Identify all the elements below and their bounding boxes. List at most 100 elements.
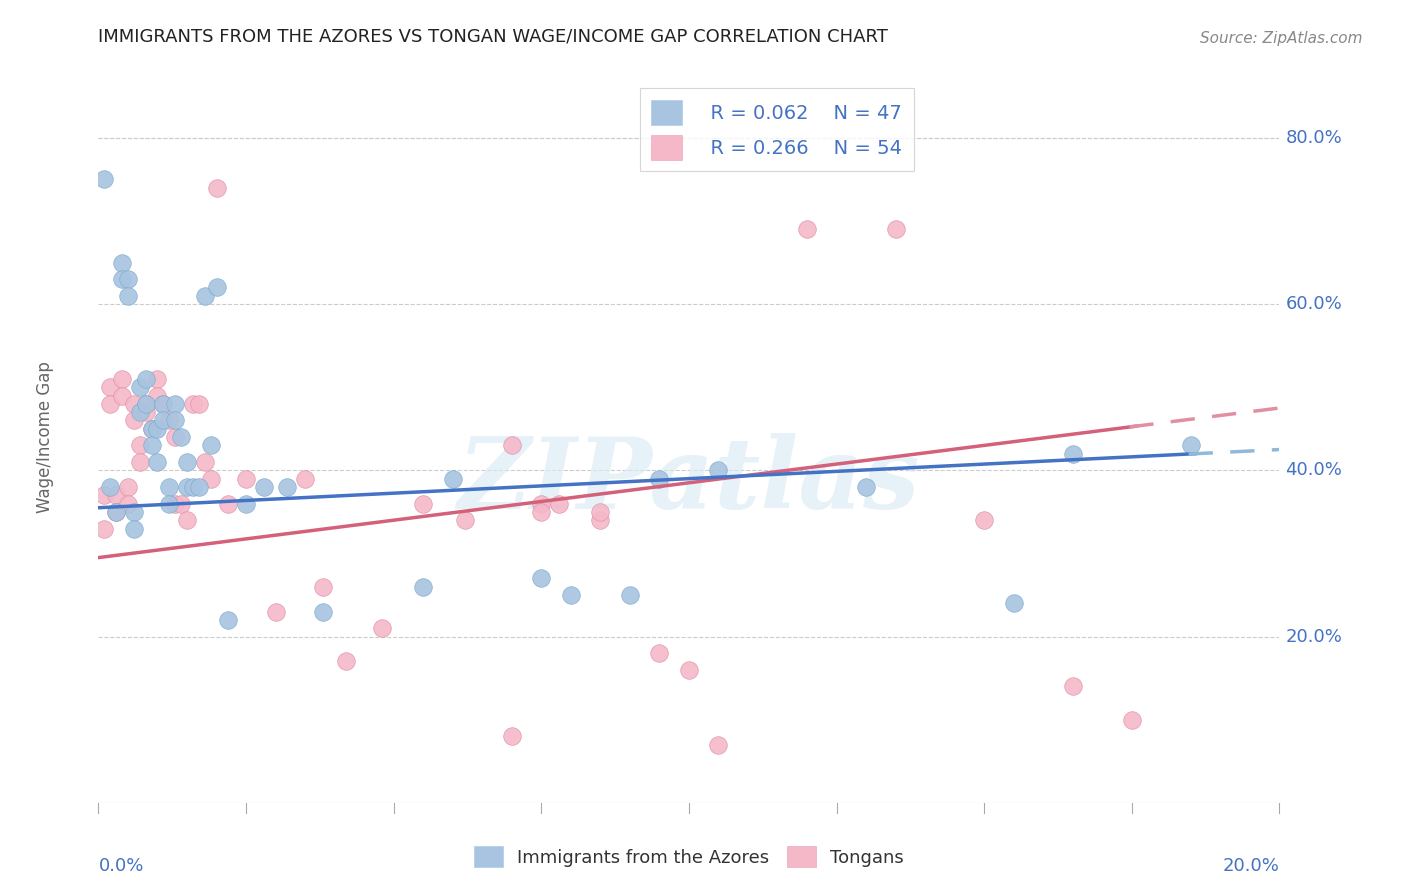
Text: 40.0%: 40.0% [1285, 461, 1343, 479]
Point [648, 646, 671, 660]
Point [176, 513, 198, 527]
Point [441, 472, 464, 486]
Point [117, 480, 139, 494]
Point [135, 397, 157, 411]
Point [105, 505, 128, 519]
Point [530, 505, 553, 519]
Point [122, 505, 145, 519]
Point [176, 455, 198, 469]
Point [560, 588, 582, 602]
Point [187, 480, 209, 494]
Point [105, 505, 128, 519]
Point [884, 222, 907, 236]
Point [146, 422, 169, 436]
Point [141, 422, 163, 436]
Point [312, 605, 335, 619]
Point [973, 513, 995, 527]
Point [111, 255, 134, 269]
Point [194, 289, 217, 303]
Text: Wage/Income Gap: Wage/Income Gap [37, 361, 55, 513]
Point [1062, 447, 1084, 461]
Point [157, 480, 180, 494]
Point [157, 413, 180, 427]
Point [264, 605, 287, 619]
Point [855, 480, 877, 494]
Point [205, 180, 228, 194]
Point [122, 397, 145, 411]
Text: IMMIGRANTS FROM THE AZORES VS TONGAN WAGE/INCOME GAP CORRELATION CHART: IMMIGRANTS FROM THE AZORES VS TONGAN WAG… [98, 28, 889, 45]
Point [165, 497, 187, 511]
Text: 60.0%: 60.0% [1285, 295, 1343, 313]
Point [707, 738, 730, 752]
Point [98, 480, 121, 494]
Text: 80.0%: 80.0% [1285, 128, 1343, 147]
Point [312, 580, 335, 594]
Point [453, 513, 475, 527]
Point [235, 497, 257, 511]
Point [135, 405, 157, 419]
Point [98, 380, 121, 394]
Point [146, 388, 169, 402]
Text: Source: ZipAtlas.com: Source: ZipAtlas.com [1199, 30, 1362, 45]
Point [235, 472, 257, 486]
Point [146, 372, 169, 386]
Point [276, 480, 298, 494]
Point [205, 280, 228, 294]
Point [796, 222, 818, 236]
Point [135, 372, 157, 386]
Point [371, 621, 394, 635]
Point [128, 455, 150, 469]
Point [152, 397, 174, 411]
Text: 20.0%: 20.0% [1285, 628, 1343, 646]
Point [548, 497, 571, 511]
Point [530, 497, 553, 511]
Point [117, 272, 139, 286]
Point [111, 272, 134, 286]
Point [122, 413, 145, 427]
Point [648, 472, 671, 486]
Point [200, 438, 222, 452]
Point [619, 588, 641, 602]
Point [105, 488, 128, 502]
Point [146, 455, 169, 469]
Point [335, 655, 357, 669]
Point [530, 571, 553, 585]
Point [165, 430, 187, 444]
Point [93, 521, 115, 535]
Point [117, 497, 139, 511]
Point [253, 480, 276, 494]
Point [589, 505, 612, 519]
Point [200, 472, 222, 486]
Point [217, 497, 239, 511]
Point [187, 397, 209, 411]
Point [194, 455, 217, 469]
Point [707, 463, 730, 477]
Point [135, 397, 157, 411]
Point [128, 438, 150, 452]
Point [170, 430, 193, 444]
Text: ZIPatlas: ZIPatlas [458, 433, 920, 529]
Point [1062, 680, 1084, 694]
Point [122, 521, 145, 535]
Text: 0.0%: 0.0% [98, 857, 143, 875]
Point [181, 397, 204, 411]
Point [412, 497, 434, 511]
Point [1121, 713, 1143, 727]
Point [165, 397, 187, 411]
Point [294, 472, 316, 486]
Point [170, 497, 193, 511]
Point [589, 513, 612, 527]
Point [165, 413, 187, 427]
Point [141, 422, 163, 436]
Point [412, 580, 434, 594]
Point [128, 380, 150, 394]
Point [678, 663, 700, 677]
Point [93, 488, 115, 502]
Point [98, 397, 121, 411]
Point [501, 438, 523, 452]
Point [141, 438, 163, 452]
Point [152, 413, 174, 427]
Point [157, 497, 180, 511]
Text: 20.0%: 20.0% [1223, 857, 1279, 875]
Point [1180, 438, 1202, 452]
